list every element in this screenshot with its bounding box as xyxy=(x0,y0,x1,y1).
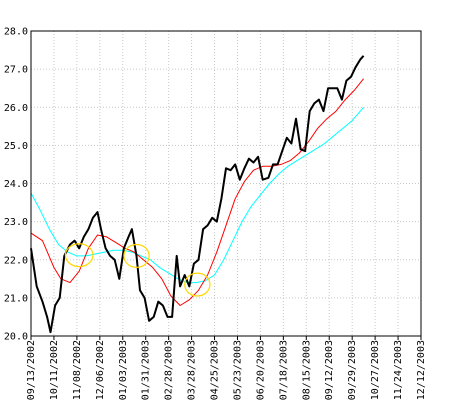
y-tick-label: 22.0 xyxy=(4,255,28,266)
series-layer xyxy=(30,55,365,334)
series-line xyxy=(30,55,365,334)
x-tick-label: 01/31/2003 xyxy=(141,340,152,400)
series-line xyxy=(30,106,364,284)
y-tick-label: 27.0 xyxy=(4,65,28,76)
y-tick-label: 24.0 xyxy=(4,179,28,190)
series-line xyxy=(30,78,364,306)
x-tick-label: 01/03/2003 xyxy=(118,340,129,400)
x-tick-label: 12/06/2002 xyxy=(95,340,106,400)
x-tick-label: 08/15/2003 xyxy=(301,340,312,400)
y-tick-label: 26.0 xyxy=(4,103,28,114)
x-tick-label: 09/29/2003 xyxy=(347,340,358,400)
y-tick-label: 21.0 xyxy=(4,293,28,304)
x-tick-label: 02/28/2003 xyxy=(164,340,175,400)
highlight-ellipse xyxy=(64,243,94,268)
x-tick-label: 09/12/2003 xyxy=(324,340,335,400)
grid xyxy=(30,30,422,337)
plot-frame xyxy=(30,30,422,337)
x-tick-label: 04/25/2003 xyxy=(210,340,221,400)
x-tick-label: 06/20/2003 xyxy=(255,340,266,400)
annotation-layer xyxy=(64,243,211,297)
x-tick-label: 07/18/2003 xyxy=(278,340,289,400)
x-tick-label: 11/08/2002 xyxy=(72,340,83,400)
x-tick-label: 03/28/2003 xyxy=(187,340,198,400)
axes xyxy=(30,30,422,340)
y-tick-label: 28.0 xyxy=(4,27,28,38)
tick-labels: 20.0 21.0 22.0 23.0 24.0 25.0 26.0 27.0 28.0 09/1… xyxy=(4,27,427,400)
x-tick-label: 09/13/2002 xyxy=(26,340,37,400)
highlight-ellipse xyxy=(123,243,150,268)
x-tick-label: 11/24/2003 xyxy=(393,340,404,400)
x-tick-label: 05/23/2003 xyxy=(232,340,243,400)
x-tick-label: 10/27/2003 xyxy=(370,340,381,400)
x-tick-label: 10/11/2002 xyxy=(49,340,60,400)
x-tick-label: 12/12/2003 xyxy=(416,340,427,400)
y-tick-label: 23.0 xyxy=(4,217,28,228)
highlight-ellipse xyxy=(184,272,211,297)
y-tick-label: 25.0 xyxy=(4,141,28,152)
y-tick-label: 20.0 xyxy=(4,332,28,343)
